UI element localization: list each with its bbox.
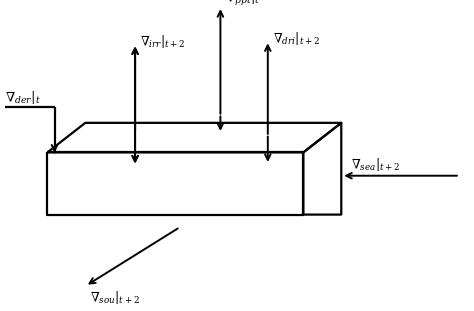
Text: $\nabla_{der}|_t$: $\nabla_{der}|_t$	[5, 89, 41, 106]
Text: $\nabla_{dri}|_{t+2}$: $\nabla_{dri}|_{t+2}$	[273, 30, 319, 47]
Text: $\nabla_{sea}|_{t+2}$: $\nabla_{sea}|_{t+2}$	[351, 156, 400, 173]
Text: $\nabla_{ppt}|_t$: $\nabla_{ppt}|_t$	[225, 0, 261, 8]
Text: $\nabla_{irr}|_{t+2}$: $\nabla_{irr}|_{t+2}$	[140, 33, 185, 50]
Text: $\nabla_{sou}|_{t+2}$: $\nabla_{sou}|_{t+2}$	[90, 289, 140, 306]
